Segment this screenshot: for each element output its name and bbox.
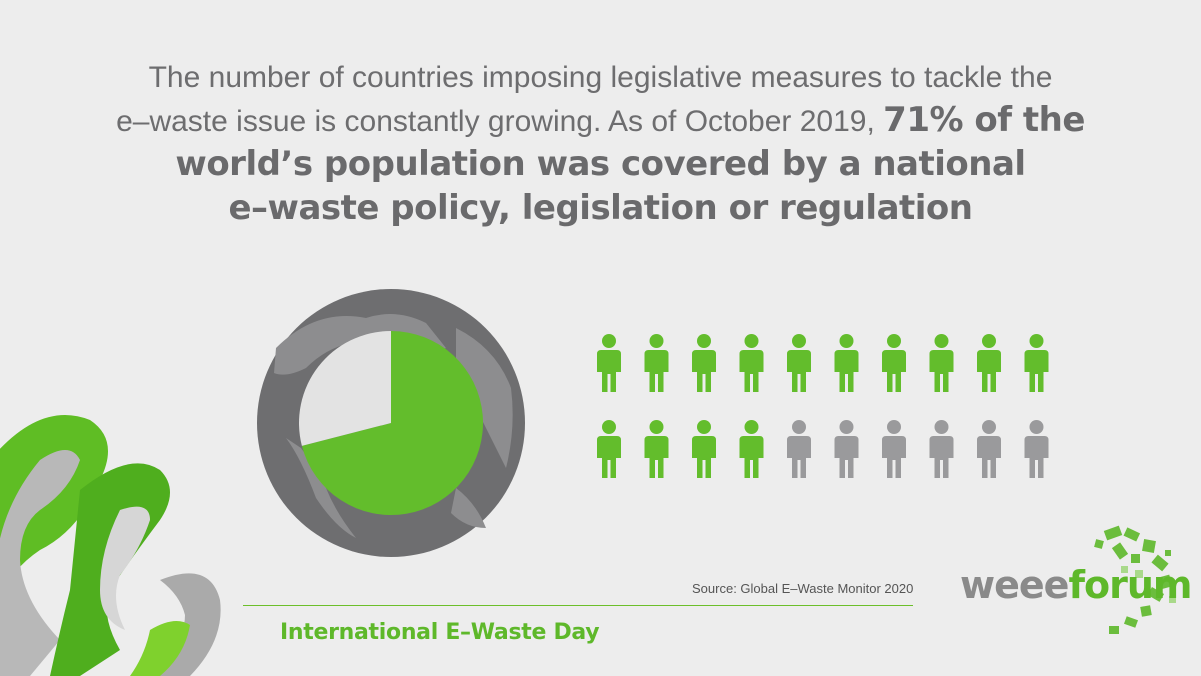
- person-icon-empty-17: [882, 420, 906, 478]
- person-icon-filled-11: [597, 420, 621, 478]
- person-icon-filled-2: [644, 334, 669, 392]
- footer-divider: [243, 605, 913, 606]
- pie-slice-not-covered: [299, 331, 391, 446]
- source-note: Source: Global E–Waste Monitor 2020: [692, 581, 914, 596]
- person-icon-filled-5: [787, 334, 811, 392]
- headline-line-3: world’s population was covered by a nati…: [175, 144, 1026, 184]
- people-pictogram: [597, 334, 1049, 478]
- logo-weee: weee: [960, 563, 1069, 607]
- footer-title: International E–Waste Day: [280, 620, 600, 645]
- pie-slice-covered: [301, 331, 484, 515]
- person-icon-filled-3: [692, 334, 716, 392]
- person-icon-filled-8: [929, 334, 954, 392]
- person-icon-filled-10: [1024, 334, 1049, 392]
- person-icon-filled-7: [882, 334, 906, 392]
- headline-line-1: The number of countries imposing legisla…: [148, 61, 1053, 94]
- person-icon-filled-13: [692, 420, 716, 478]
- person-icon-empty-19: [977, 420, 1001, 478]
- person-icon-filled-4: [739, 334, 764, 392]
- pie-slices: [299, 331, 484, 515]
- globe-pie-chart: [257, 289, 525, 557]
- person-icon-empty-18: [929, 420, 954, 478]
- headline: The number of countries imposing legisla…: [40, 58, 1161, 230]
- person-icon-empty-20: [1024, 420, 1049, 478]
- person-icon-filled-14: [739, 420, 764, 478]
- person-icon-filled-9: [977, 334, 1001, 392]
- headline-line-4: e–waste policy, legislation or regulatio…: [228, 188, 974, 228]
- person-icon-empty-15: [787, 420, 811, 478]
- person-icon-empty-16: [834, 420, 859, 478]
- person-icon-filled-6: [834, 334, 859, 392]
- headline-line-2: e–waste issue is constantly growing. As …: [40, 98, 1161, 142]
- headline-line-2-light: e–waste issue is constantly growing. As …: [116, 105, 884, 138]
- person-icon-filled-1: [597, 334, 621, 392]
- headline-line-2-bold: 71% of the: [883, 100, 1085, 140]
- person-icon-filled-12: [644, 420, 669, 478]
- logo-forum: forum: [1068, 563, 1192, 607]
- weee-forum-logo-text: weeeforum: [960, 563, 1192, 607]
- weee-forum-logo-swirl: [1094, 525, 1176, 634]
- e-waste-day-swirl-logo: [0, 415, 221, 676]
